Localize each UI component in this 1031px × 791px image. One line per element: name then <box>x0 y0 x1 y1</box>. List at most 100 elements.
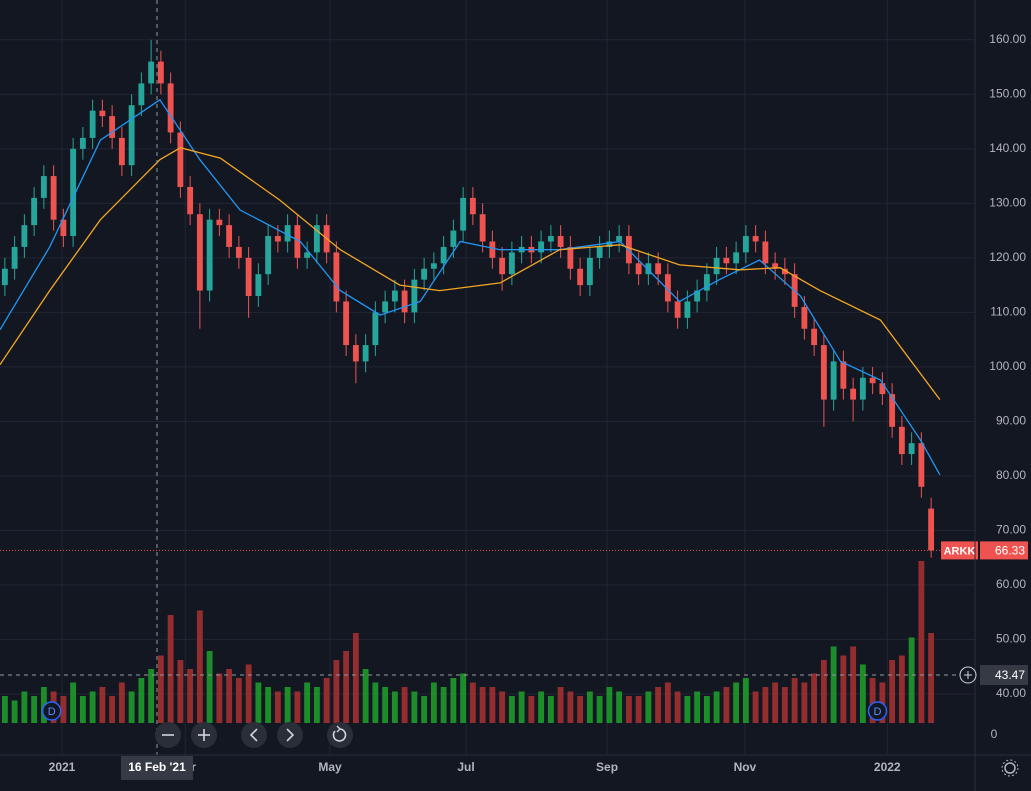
volume-bar <box>450 678 457 723</box>
add-alert-button[interactable] <box>959 666 977 684</box>
candle-body <box>908 443 915 455</box>
candle-body <box>723 257 730 264</box>
moving-average-line <box>0 98 941 476</box>
volume-bar <box>742 678 749 723</box>
candle-body <box>99 110 106 117</box>
volume-bar <box>664 682 671 723</box>
candle-body <box>596 246 603 258</box>
scroll-left-button[interactable] <box>241 722 267 748</box>
candle-body <box>226 225 233 247</box>
candle-body <box>928 508 935 551</box>
zoom-out-button[interactable] <box>155 722 181 748</box>
volume-bar <box>440 687 447 723</box>
volume-bar <box>625 696 632 723</box>
scroll-right-button[interactable] <box>277 722 303 748</box>
volume-bar <box>430 682 437 723</box>
volume-bar <box>869 678 876 723</box>
volume-bar <box>148 669 155 723</box>
candle-body <box>489 241 496 258</box>
candle-body <box>547 236 554 242</box>
volume-bar <box>674 691 681 723</box>
candle-body <box>606 241 613 247</box>
candle-body <box>40 176 47 198</box>
candle-body <box>499 257 506 275</box>
candle-body <box>674 301 681 318</box>
volume-bar <box>616 691 623 723</box>
volume-bar <box>323 678 330 723</box>
reset-button[interactable] <box>327 722 353 748</box>
candle-body <box>859 377 866 400</box>
candle-body <box>31 197 38 226</box>
volume-bar <box>352 633 359 723</box>
volume-bar <box>733 682 740 723</box>
y-tick-label: 130.00 <box>989 196 1026 210</box>
y-tick-label: 160.00 <box>989 32 1026 46</box>
x-tick-label: Nov <box>734 760 757 774</box>
volume-bar <box>703 696 710 723</box>
volume-bar <box>889 660 896 723</box>
candle-body <box>79 137 86 149</box>
volume-bar <box>830 646 837 723</box>
candle-body <box>430 263 437 269</box>
x-tick-label: Sep <box>596 760 618 774</box>
volume-bar <box>255 682 262 723</box>
volume-bar <box>196 610 203 723</box>
volume-bar <box>489 687 496 723</box>
volume-bar <box>60 696 67 723</box>
candle-body <box>840 361 847 389</box>
crosshair-price-badge <box>980 665 1028 686</box>
candle-body <box>60 219 67 237</box>
candle-body <box>216 219 223 226</box>
volume-bar <box>655 687 662 723</box>
volume-bar <box>499 691 506 723</box>
candle-body <box>479 214 486 242</box>
candle-body <box>889 394 896 427</box>
last-price-badge <box>980 541 1028 560</box>
candle-body <box>655 263 662 275</box>
candle-body <box>128 105 135 166</box>
candle-body <box>343 301 350 346</box>
volume-bar <box>79 696 86 723</box>
candle-body <box>713 257 720 275</box>
candle-body <box>830 361 837 400</box>
candle-body <box>733 252 740 264</box>
volume-bar <box>421 696 428 723</box>
x-tick-label: 2021 <box>49 760 76 774</box>
y-tick-label: 50.00 <box>996 632 1026 646</box>
volume-bar <box>567 691 574 723</box>
volume-bar <box>820 660 827 723</box>
volume-bar <box>684 696 691 723</box>
candle-body <box>304 252 311 258</box>
volume-bar <box>391 691 398 723</box>
candle-body <box>694 290 701 302</box>
candle-body <box>235 246 242 258</box>
volume-bar <box>762 687 769 723</box>
candle-body <box>616 236 623 242</box>
candle-body <box>382 301 389 313</box>
volume-bar <box>109 696 116 723</box>
volume-bar <box>118 682 125 723</box>
candle-body <box>440 246 447 264</box>
zoom-in-button[interactable] <box>191 722 217 748</box>
y-tick-label: 90.00 <box>996 414 1026 428</box>
volume-bar <box>99 687 106 723</box>
candle-body <box>869 377 876 384</box>
volume-bar <box>811 673 818 723</box>
last-price-label: 66.33 <box>995 544 1025 558</box>
candle-body <box>684 301 691 318</box>
dividend-marker[interactable]: D <box>41 701 62 721</box>
settings-button[interactable] <box>1001 759 1019 777</box>
volume-bar <box>596 696 603 723</box>
y-tick-label: 60.00 <box>996 577 1026 591</box>
volume-bar <box>801 682 808 723</box>
candle-body <box>177 132 184 187</box>
dividend-marker[interactable]: D <box>867 701 888 721</box>
volume-bar <box>294 691 301 723</box>
x-tick-label: Jul <box>457 760 474 774</box>
volume-bar <box>791 678 798 723</box>
volume-bar <box>333 660 340 723</box>
y-tick-label: 70.00 <box>996 523 1026 537</box>
volume-bar <box>187 669 194 723</box>
